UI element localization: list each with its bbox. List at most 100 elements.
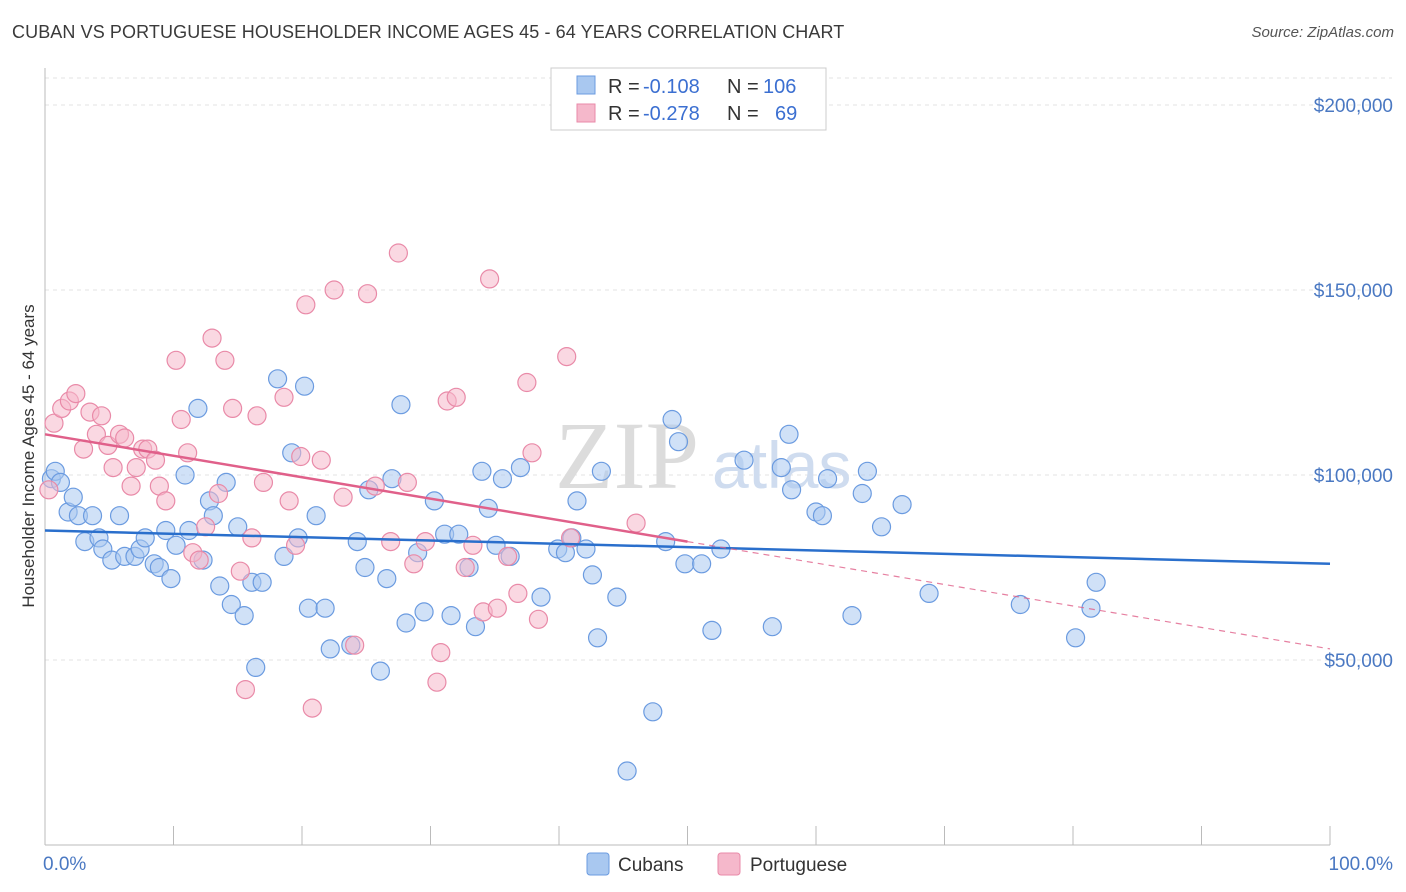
data-point-cubans xyxy=(675,554,695,574)
data-point-portuguese xyxy=(66,384,86,404)
data-point-portuguese xyxy=(126,458,146,478)
data-point-portuguese xyxy=(357,284,378,304)
y-tick-label: $100,000 xyxy=(1314,466,1393,487)
data-point-cubans xyxy=(156,520,176,541)
data-point-cubans xyxy=(702,620,722,641)
trend-line-cubans xyxy=(44,529,1331,566)
data-point-cubans xyxy=(1086,572,1106,592)
data-point-portuguese xyxy=(39,480,59,500)
data-point-portuguese xyxy=(365,476,385,496)
data-point-portuguese xyxy=(431,642,451,663)
data-point-cubans xyxy=(465,617,486,637)
data-point-portuguese xyxy=(189,550,209,570)
chart-title: CUBAN VS PORTUGUESE HOUSEHOLDER INCOME A… xyxy=(12,22,845,42)
data-point-cubans xyxy=(472,461,492,481)
data-point-portuguese xyxy=(498,546,518,567)
data-point-cubans xyxy=(135,528,155,548)
data-point-cubans xyxy=(320,639,340,659)
data-point-cubans xyxy=(734,450,754,470)
legend-label-cubans: Cubans xyxy=(618,855,684,876)
data-point-cubans xyxy=(221,594,241,615)
data-point-cubans xyxy=(1081,598,1101,618)
data-point-portuguese xyxy=(208,483,229,504)
data-point-cubans xyxy=(441,605,461,626)
trend-line-portuguese xyxy=(44,433,688,543)
data-point-cubans xyxy=(492,469,513,489)
data-point-portuguese xyxy=(296,295,316,315)
data-points xyxy=(39,243,1106,781)
data-point-portuguese xyxy=(274,387,294,407)
data-point-portuguese xyxy=(404,554,424,574)
data-point-portuguese xyxy=(487,598,507,618)
data-point-cubans xyxy=(370,661,390,681)
data-point-cubans xyxy=(762,617,782,637)
y-tick-label: $200,000 xyxy=(1314,96,1393,117)
data-point-cubans xyxy=(234,605,254,626)
data-point-cubans xyxy=(82,506,103,526)
data-point-cubans xyxy=(161,568,181,589)
data-point-cubans xyxy=(377,568,397,589)
data-point-portuguese xyxy=(115,428,135,448)
data-point-cubans xyxy=(315,598,335,618)
data-point-portuguese xyxy=(223,398,243,418)
data-point-cubans xyxy=(179,520,199,541)
data-point-cubans xyxy=(591,461,612,481)
y-tick-label: $50,000 xyxy=(1324,651,1393,672)
axes xyxy=(44,68,1331,846)
data-point-cubans xyxy=(63,487,83,507)
data-point-portuguese xyxy=(44,413,64,433)
data-point-portuguese xyxy=(156,491,176,511)
data-point-portuguese xyxy=(427,672,447,692)
data-point-portuguese xyxy=(196,517,216,537)
data-point-cubans xyxy=(643,702,663,722)
data-point-cubans xyxy=(414,602,434,622)
data-point-cubans xyxy=(274,546,294,567)
data-point-portuguese xyxy=(463,535,483,555)
data-point-cubans xyxy=(692,554,712,574)
data-point-cubans xyxy=(668,432,689,452)
data-point-cubans xyxy=(347,531,367,552)
data-point-cubans xyxy=(771,458,791,478)
data-point-cubans xyxy=(149,557,169,578)
data-point-portuguese xyxy=(381,531,401,552)
chart-source: Source: ZipAtlas.com xyxy=(1251,24,1394,41)
data-point-cubans xyxy=(1010,594,1030,615)
data-point-portuguese xyxy=(253,472,274,492)
data-point-portuguese xyxy=(242,528,262,548)
series-legend: Cubans Portuguese xyxy=(586,852,847,876)
data-point-portuguese xyxy=(626,513,646,533)
data-point-cubans xyxy=(582,565,603,585)
data-point-cubans xyxy=(267,369,288,389)
data-point-portuguese xyxy=(528,609,549,629)
trend-line-dashed-portuguese xyxy=(687,541,1331,650)
data-point-cubans xyxy=(166,535,186,555)
legend-r-label: R = xyxy=(608,103,640,125)
data-point-portuguese xyxy=(291,446,311,467)
data-point-cubans xyxy=(871,517,892,537)
data-point-cubans xyxy=(617,761,637,781)
y-axis-label: Householder Income Ages 45 - 64 years xyxy=(19,304,38,607)
data-point-cubans xyxy=(391,395,411,415)
data-point-portuguese xyxy=(324,280,344,300)
watermark: ZIP atlas xyxy=(555,402,851,509)
data-point-cubans xyxy=(892,495,912,515)
data-point-cubans xyxy=(587,628,608,648)
legend-r-label: R = xyxy=(608,76,640,98)
data-point-portuguese xyxy=(285,535,306,555)
data-point-cubans xyxy=(109,506,130,526)
data-point-cubans xyxy=(817,469,838,489)
legend-n-label: N = xyxy=(727,103,759,125)
data-point-portuguese xyxy=(145,450,166,470)
y-tick-label: $150,000 xyxy=(1314,281,1393,302)
data-point-portuguese xyxy=(480,269,500,289)
data-point-cubans xyxy=(396,613,416,633)
data-point-portuguese xyxy=(91,406,112,426)
data-point-portuguese xyxy=(333,487,353,507)
data-point-cubans xyxy=(857,461,878,481)
data-point-cubans xyxy=(175,465,195,485)
data-point-cubans xyxy=(510,458,531,478)
data-point-portuguese xyxy=(397,472,417,492)
data-point-cubans xyxy=(531,587,551,607)
data-point-portuguese xyxy=(247,406,267,426)
legend-n-value: 106 xyxy=(763,76,796,98)
